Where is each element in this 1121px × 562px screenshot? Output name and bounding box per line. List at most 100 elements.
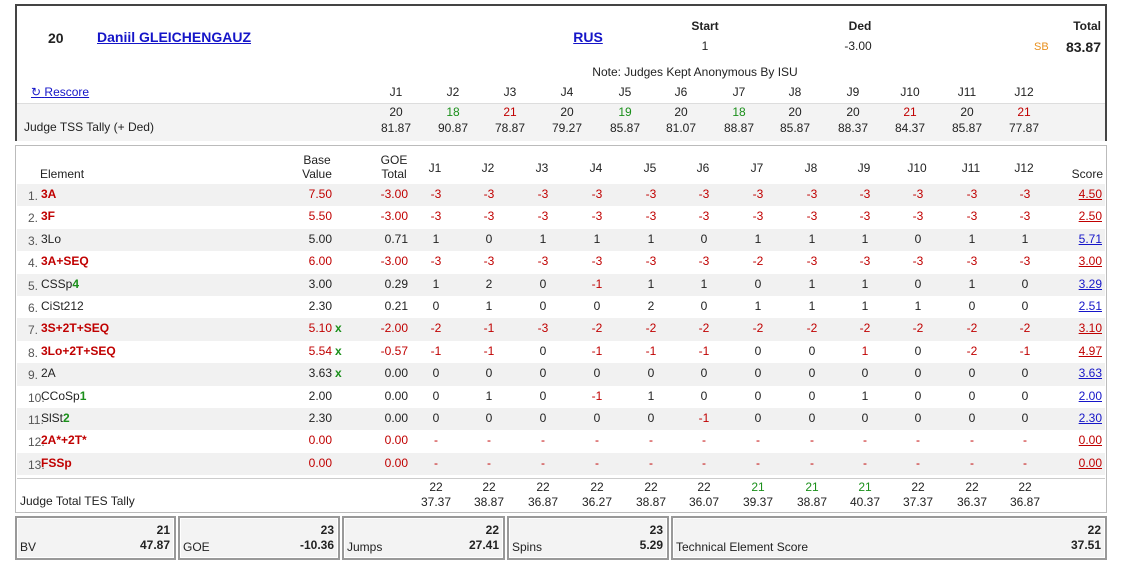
footer-goe-box: 23 GOE -10.36 [178,516,340,560]
judge-goe: 1 [485,388,493,403]
start-label: Start [691,19,719,33]
footer-spins-value: 5.29 [639,538,663,552]
footer-bv-box: 21 BV 47.87 [15,516,176,560]
element-superscript: 12 [70,299,84,313]
goe-total: 0.00 [384,433,408,448]
judge-goe: -2 [591,321,603,336]
total-label: Total [1073,19,1101,33]
tes-tally-label: Judge Total TES Tally [20,494,135,508]
judge-goe: - [756,433,760,448]
judge-goe: 0 [593,411,601,425]
judge-goe: 1 [861,276,869,291]
footer-tes-rank: 22 [1087,523,1101,537]
goe-total: 0.21 [384,299,408,313]
judge-goe: 1 [808,231,816,246]
element-code: 2A*+2T* [41,433,87,448]
element-name: 3A+SEQ [41,254,89,268]
judge-goe: -2 [1019,321,1031,336]
element-score-link[interactable]: 2.51 [1078,299,1102,313]
tss-rank: 20 [960,105,974,119]
judge-goe: -3 [1019,209,1031,224]
judge-goe: -1 [591,276,603,291]
judge-goe: 0 [914,388,922,403]
element-score-link[interactable]: 0.00 [1078,455,1102,470]
table-judge-label: J7 [750,161,764,175]
judge-goe: - [863,455,867,470]
tss-rank: 20 [788,105,802,119]
judge-goe: -1 [698,343,710,358]
judge-goe: 2 [647,299,655,313]
skater-name-link[interactable]: Daniil GLEICHENGAUZ [97,29,252,45]
base-value: 5.54 [308,343,332,358]
judge-goe: -2 [966,343,978,358]
start-value: 1 [701,39,709,53]
judge-goe: 0 [808,388,816,403]
element-score-link[interactable]: 3.29 [1078,276,1102,291]
element-level: 4 [72,276,80,291]
element-score-link[interactable]: 3.00 [1078,254,1102,269]
judge-goe: 0 [593,299,601,313]
footer-spins-label: Spins [512,540,543,554]
judge-goe: 0 [968,411,976,425]
element-code: 3Lo+2T+SEQ [41,343,116,358]
judge-goe: -1 [591,388,603,403]
tss-score: 85.87 [779,121,811,135]
element-number: 6. [28,301,39,315]
tss-score: 84.37 [894,121,926,135]
element-score-link[interactable]: 3.10 [1078,321,1102,336]
total-value: 83.87 [1065,39,1101,55]
table-judge-label: J5 [643,161,657,175]
footer-jumps-value: 27.41 [468,538,499,552]
tes-score: 38.87 [635,495,667,509]
element-score-link[interactable]: 2.30 [1078,411,1102,425]
judge-goe: -3 [591,254,603,269]
element-code: 3Lo [41,231,62,246]
judge-goe: 1 [700,276,708,291]
element-score-link[interactable]: 5.71 [1078,231,1102,246]
base-bonus-mark: x [335,343,342,358]
header-score: Score [1071,167,1103,181]
element-score-link[interactable]: 4.50 [1078,187,1102,201]
goe-total: -0.57 [380,343,408,358]
tes-rank: 21 [858,480,872,494]
header-judge-label: J11 [957,85,977,99]
header-judge-label: J9 [846,85,860,99]
element-score-link[interactable]: 2.00 [1078,388,1102,403]
base-value: 2.30 [308,299,332,313]
element-score-link[interactable]: 3.63 [1078,366,1102,381]
table-row: 5. CSSp4 3.00 0.29 1 2 0 -1 1 1 0 1 1 0 1 0 3.29 [17,273,1105,296]
tes-rank: 22 [644,480,658,494]
base-bonus-mark: x [335,321,342,336]
footer-jumps-label: Jumps [347,540,383,554]
judge-goe: 1 [647,276,655,291]
footer-bv-label: BV [20,540,37,554]
judge-goe: -3 [430,209,442,224]
judge-goe: - [541,433,545,448]
judge-goe: 0 [754,276,762,291]
element-code: 3A+SEQ [41,254,89,269]
rank: 20 [48,30,64,46]
judge-goe: -1 [698,411,710,425]
element-score-link[interactable]: 2.50 [1078,209,1102,224]
element-code: CiSt2 [41,299,71,313]
judge-goe: - [756,455,760,470]
judge-goe: - [916,433,920,448]
goe-total: -3.00 [380,254,408,269]
nation-link[interactable]: RUS [573,29,603,45]
element-score-link[interactable]: 0.00 [1078,433,1102,448]
tss-rank: 20 [560,105,574,119]
tes-score: 37.37 [420,495,452,509]
judge-goe: 1 [485,299,493,313]
judge-goe: -3 [966,187,978,201]
table-row: 1. 3A 7.50 -3.00 -3 -3 -3 -3 -3 -3 -3 -3 -3 -3 -3 -3 4.5… [17,184,1105,207]
judge-goe: 1 [968,231,976,246]
judge-goe: 1 [808,299,816,313]
rescore-link[interactable]: ↻ Rescore [31,85,90,99]
table-row: 11. SlSt2 2.30 0.00 0 0 0 0 0 -1 0 0 0 0 0 0 2.30 [17,408,1105,431]
judge-goe: 0 [539,366,547,381]
element-score-link[interactable]: 4.97 [1078,343,1102,358]
judge-goe: -3 [591,187,603,201]
judge-goe: 0 [1021,411,1029,425]
judge-goe: -2 [430,321,442,336]
goe-total: -3.00 [380,187,408,201]
